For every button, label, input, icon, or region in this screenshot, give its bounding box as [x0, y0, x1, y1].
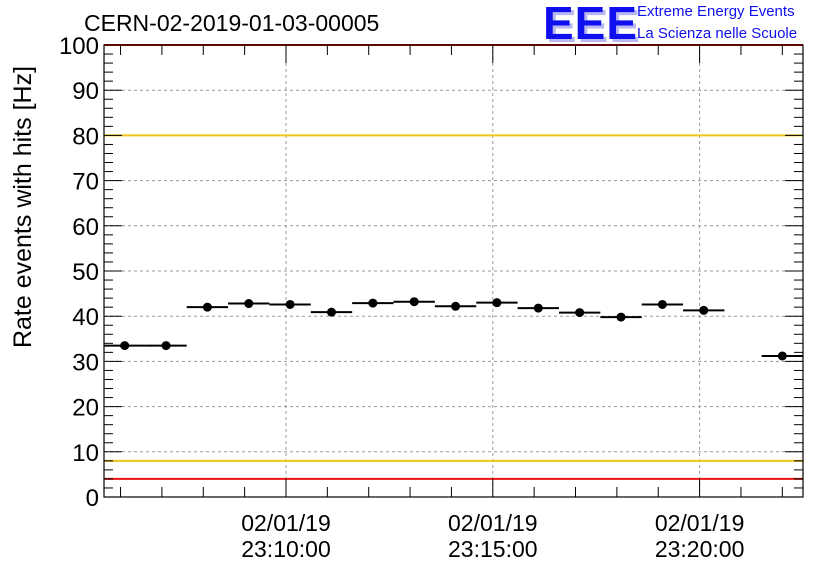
- data-point: [244, 299, 254, 309]
- eee-logo: EEE: [543, 0, 639, 49]
- data-point: [409, 297, 419, 307]
- y-tick-label: 0: [86, 485, 99, 512]
- data-point: [492, 298, 502, 308]
- y-tick-label: 50: [72, 259, 99, 286]
- y-tick-label: 30: [72, 349, 99, 376]
- data-point: [326, 307, 336, 317]
- x-tick-label-date: 02/01/19: [655, 510, 745, 536]
- y-tick-label: 100: [59, 33, 99, 60]
- x-tick-label-time: 23:15:00: [448, 536, 538, 562]
- x-tick-label-date: 02/01/19: [448, 510, 538, 536]
- data-point: [777, 351, 787, 361]
- data-point: [202, 302, 212, 312]
- data-point: [533, 303, 543, 313]
- data-point: [575, 308, 585, 318]
- data-point: [368, 298, 378, 308]
- y-tick-label: 10: [72, 440, 99, 467]
- x-tick-label-time: 23:20:00: [655, 536, 745, 562]
- data-point: [657, 299, 667, 309]
- logo-subtitle-line1: Extreme Energy Events: [637, 3, 795, 20]
- run-title: CERN-02-2019-01-03-00005: [84, 10, 380, 36]
- x-tick-label-date: 02/01/19: [241, 510, 331, 536]
- data-point: [699, 305, 709, 315]
- data-point: [285, 299, 295, 309]
- y-axis-label: Rate events with hits [Hz]: [9, 66, 37, 348]
- data-point: [120, 341, 130, 351]
- y-tick-label: 90: [72, 78, 99, 105]
- y-tick-label: 70: [72, 169, 99, 196]
- logo-subtitle-line2: La Scienza nelle Scuole: [637, 25, 798, 42]
- y-tick-label: 60: [72, 214, 99, 241]
- x-tick-label-time: 23:10:00: [241, 536, 331, 562]
- y-tick-label: 80: [72, 123, 99, 150]
- data-point: [161, 341, 171, 351]
- data-point: [451, 301, 461, 311]
- y-tick-label: 20: [72, 395, 99, 422]
- y-tick-label: 40: [72, 304, 99, 331]
- data-point: [616, 312, 626, 322]
